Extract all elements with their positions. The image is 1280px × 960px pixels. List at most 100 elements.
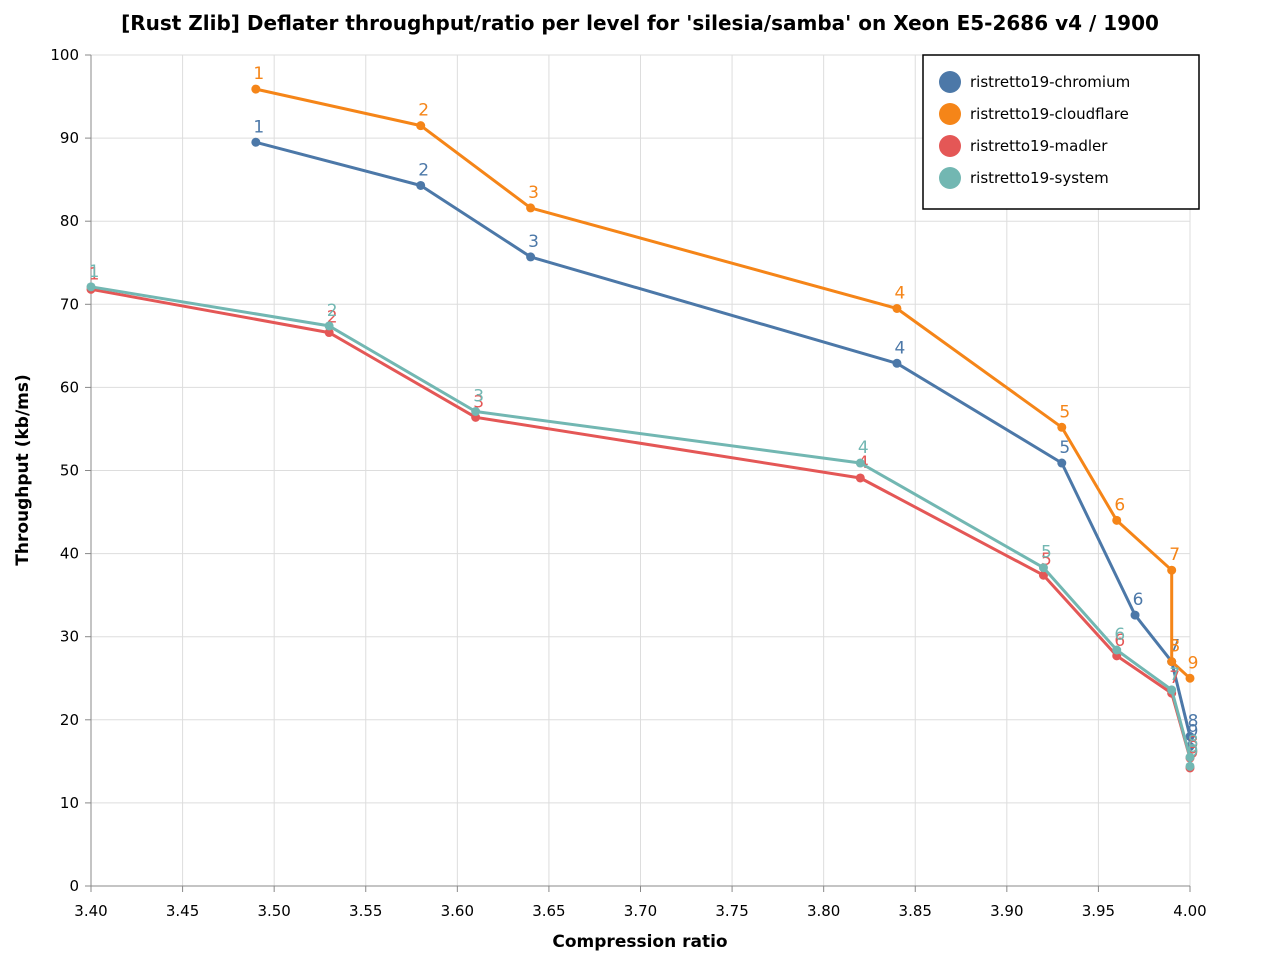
x-tick-label: 3.80	[807, 902, 840, 920]
data-label: 6	[1114, 625, 1125, 645]
data-label: 9	[1188, 743, 1199, 763]
data-point	[526, 203, 536, 213]
data-label: 3	[473, 386, 484, 406]
x-tick-label: 3.95	[1082, 902, 1115, 920]
y-tick-label: 70	[60, 295, 79, 313]
data-label: 3	[473, 392, 484, 412]
data-point	[1112, 515, 1122, 525]
data-label: 8	[1188, 711, 1199, 731]
data-label: 4	[895, 283, 906, 303]
data-point	[416, 180, 426, 190]
data-point	[1130, 610, 1140, 620]
y-tick-label: 100	[50, 46, 79, 64]
x-tick-label: 3.45	[166, 902, 199, 920]
legend-label: ristretto19-madler	[970, 137, 1108, 155]
data-label: 2	[327, 308, 338, 328]
data-label: 3	[528, 183, 539, 203]
data-label: 7	[1169, 545, 1180, 565]
legend-swatch	[939, 135, 961, 157]
data-label: 3	[528, 232, 539, 252]
data-label: 2	[418, 160, 429, 180]
data-point	[892, 303, 902, 313]
data-label: 1	[253, 117, 264, 137]
data-label: 8	[1188, 732, 1199, 752]
data-point	[1038, 563, 1048, 573]
data-point	[1167, 565, 1177, 575]
x-tick-label: 3.60	[441, 902, 474, 920]
data-point	[855, 473, 865, 483]
y-tick-label: 0	[69, 877, 79, 895]
data-label: 7	[1169, 637, 1180, 657]
data-label: 5	[1059, 402, 1070, 422]
data-point	[1185, 752, 1195, 762]
legend: ristretto19-chromium ristretto19-cloudfla…	[922, 54, 1200, 210]
data-label: 1	[89, 264, 100, 284]
x-tick-label: 3.90	[990, 902, 1023, 920]
legend-swatch	[939, 103, 961, 125]
data-point	[1167, 685, 1177, 695]
y-tick-label: 60	[60, 378, 79, 396]
data-label: 5	[1059, 438, 1070, 458]
data-label: 2	[327, 301, 338, 321]
series-layer: 123456789123456789123456789123456789	[86, 64, 1199, 773]
data-label: 1	[89, 262, 100, 282]
data-point	[416, 121, 426, 131]
data-point	[1112, 645, 1122, 655]
data-point	[526, 252, 536, 262]
data-label: 1	[253, 64, 264, 84]
data-point	[892, 358, 902, 368]
y-tick-label: 50	[60, 462, 79, 480]
data-label: 6	[1114, 631, 1125, 651]
legend-swatch	[939, 71, 961, 93]
data-point	[324, 321, 334, 331]
data-label: 8	[1169, 637, 1180, 657]
x-axis-title: Compression ratio	[552, 932, 727, 952]
data-label: 7	[1169, 668, 1180, 688]
data-label: 2	[418, 101, 429, 121]
data-label: 7	[1169, 665, 1180, 685]
chart-title: [Rust Zlib] Deflater throughput/ratio pe…	[121, 11, 1159, 35]
data-point	[1057, 422, 1067, 432]
data-label: 4	[895, 338, 906, 358]
y-tick-label: 80	[60, 212, 79, 230]
x-tick-label: 3.85	[899, 902, 932, 920]
data-point	[1185, 731, 1195, 741]
legend-label: ristretto19-system	[970, 169, 1109, 187]
data-point	[86, 282, 96, 292]
data-label: 6	[1133, 590, 1144, 610]
x-tick-label: 3.40	[74, 902, 107, 920]
y-tick-label: 90	[60, 129, 79, 147]
data-label: 5	[1041, 543, 1052, 563]
data-label: 8	[1188, 733, 1199, 753]
data-label: 9	[1188, 653, 1199, 673]
data-label: 4	[858, 438, 869, 458]
data-point	[1167, 657, 1177, 667]
legend-box	[922, 54, 1200, 210]
data-label: 5	[1041, 550, 1052, 570]
legend-label: ristretto19-cloudflare	[970, 105, 1129, 123]
legend-swatch	[939, 167, 961, 189]
x-tick-label: 3.65	[532, 902, 565, 920]
data-point	[855, 458, 865, 468]
x-tick-label: 3.55	[349, 902, 382, 920]
x-tick-label: 3.70	[624, 902, 657, 920]
legend-label: ristretto19-chromium	[970, 73, 1130, 91]
y-tick-label: 30	[60, 628, 79, 646]
data-point	[251, 137, 261, 147]
data-label: 9	[1188, 741, 1199, 761]
x-tick-label: 4.00	[1173, 902, 1206, 920]
y-tick-label: 40	[60, 545, 79, 563]
x-tick-label: 3.50	[257, 902, 290, 920]
y-axis-title: Throughput (kb/ms)	[13, 374, 33, 566]
data-point	[1185, 673, 1195, 683]
data-point	[1185, 761, 1195, 771]
axes: 3.40 3.45 3.50 3.55 3.60 3.65 3.70 3.75 3.80 3.85…	[50, 46, 1206, 920]
data-point	[251, 84, 261, 94]
data-label: 9	[1188, 721, 1199, 741]
y-tick-label: 20	[60, 711, 79, 729]
